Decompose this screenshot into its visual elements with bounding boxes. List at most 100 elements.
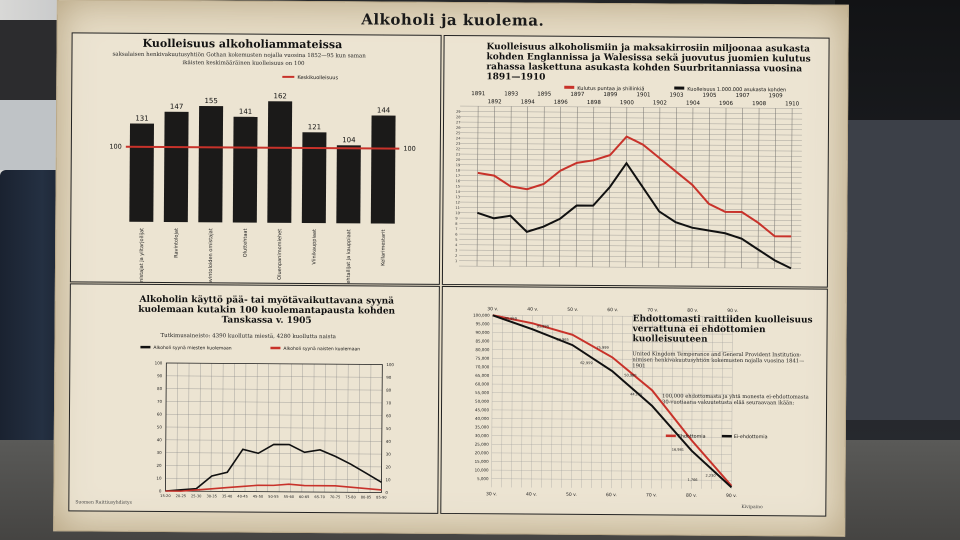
x-tick-11: 70-75 — [330, 495, 340, 499]
y-tick-27: 28 — [456, 115, 460, 119]
year-label-8: 1899 — [603, 92, 618, 98]
data-label-0: 95,959 — [505, 317, 517, 321]
x-tick-top-0: 30 v. — [487, 306, 498, 312]
x-tick-bottom-6: 90 v. — [726, 493, 737, 499]
y-tick-9: 55,000 — [475, 390, 489, 395]
grid-h-0 — [459, 265, 802, 269]
y-tick-16: 17 — [456, 174, 460, 178]
x-tick-10: 65-70 — [314, 495, 325, 499]
y-tick-4: 5 — [455, 238, 457, 242]
year-label-7: 1898 — [587, 100, 602, 106]
grid-h-17 — [491, 461, 732, 464]
bar-7 — [370, 115, 396, 224]
legend-black-label: Kuolleisuus 1.000.000 asukasta kohden — [687, 87, 786, 94]
year-label-6: 1897 — [570, 92, 585, 98]
y-tick-left-5: 50 — [157, 424, 163, 429]
y-tick-6: 70,000 — [475, 364, 489, 369]
legend-red-label: Alkoholi syynä naisten kuolemaan — [283, 346, 360, 353]
legend-average-label: Keskikuolleisuus — [297, 75, 338, 81]
year-label-15: 1906 — [719, 101, 734, 107]
bar-3 — [232, 116, 258, 223]
grid-h-12 — [459, 201, 802, 205]
legend-red-label: Kulutus puntaa ja shillinkiä — [577, 86, 644, 92]
bar-label-5: 121 — [308, 123, 321, 131]
data-label-8: 1,766 — [688, 478, 698, 482]
grid-h-10 — [492, 401, 733, 404]
bar-label-7: 144 — [377, 106, 391, 114]
y-tick-15: 25,000 — [475, 442, 489, 447]
grid-h-4 — [165, 439, 382, 442]
y-tick-28: 29 — [456, 110, 460, 114]
y-tick-10: 50,000 — [475, 399, 489, 404]
series-line-1 — [165, 483, 382, 492]
panel-uk-alcoholism: Kuolleisuus alkoholismiin ja maksakirros… — [441, 34, 830, 288]
y-tick-17: 18 — [456, 169, 460, 173]
category-label-5: Viinikauppiaat — [312, 229, 318, 265]
x-tick-top-2: 50 v. — [567, 307, 578, 313]
year-label-17: 1908 — [752, 101, 767, 107]
year-label-19: 1910 — [785, 101, 800, 107]
grid-h-20 — [459, 159, 802, 162]
legend-red-swatch — [270, 346, 281, 350]
y-tick-8: 60,000 — [475, 381, 489, 386]
grid-h-1 — [459, 260, 802, 264]
grid-h-4 — [492, 349, 733, 352]
y-tick-5: 75,000 — [475, 356, 489, 361]
category-label-1: Ravintolojat — [174, 228, 180, 258]
bar-1 — [163, 111, 189, 223]
y-tick-25: 26 — [456, 126, 460, 130]
x-tick-bottom-1: 40 v. — [526, 492, 537, 498]
panel-denmark: Alkoholin käyttö pää- tai myötävaikuttav… — [68, 283, 440, 514]
x-tick-6: 45-50 — [253, 495, 264, 499]
grid-h-13 — [491, 426, 732, 429]
poster: Alkoholi ja kuolema. Kuolleisuus alkohol… — [53, 0, 849, 537]
x-tick-top-1: 40 v. — [527, 307, 538, 313]
x-tick-7: 50-55 — [268, 495, 278, 499]
category-label-7: Kellarimestarit — [381, 229, 387, 265]
year-label-16: 1907 — [736, 93, 751, 99]
data-label-5: 50,980 — [624, 373, 636, 377]
occupational-bar-chart: 131 Hotellinomistajat ja ylitarjoilijat 14… — [109, 75, 415, 284]
grid-h-14 — [459, 191, 802, 194]
grid-h-16 — [491, 452, 732, 455]
data-label-7: 16,981 — [672, 448, 684, 452]
category-label-0: Hotellinomistajat ja ylitarjoilijat — [139, 228, 146, 284]
year-label-5: 1896 — [554, 100, 569, 106]
grid-h-12 — [491, 418, 732, 421]
y-tick-19: 20 — [456, 158, 460, 162]
panel-abstainers: Ehdottomasti raittiiden kuolleisuus verr… — [440, 285, 828, 517]
data-label-2: 82,965 — [556, 338, 568, 342]
y-tick-23: 24 — [456, 137, 461, 141]
bar-label-2: 155 — [204, 97, 217, 105]
series-line-0 — [165, 443, 382, 492]
y-tick-right-6: 60 — [386, 413, 392, 418]
grid-h-30 — [460, 105, 803, 109]
y-tick-1: 2 — [455, 254, 457, 258]
grid-h-7 — [459, 228, 802, 232]
survival-line-chart: 100,000 95,000 90,000 85,000 80,000 75,000 70,… — [473, 306, 768, 499]
x-tick-5: 40-45 — [237, 495, 247, 499]
x-tick-0: 15-20 — [160, 494, 171, 498]
bar-4 — [267, 101, 293, 223]
y-tick-left-7: 70 — [157, 399, 163, 404]
x-tick-bottom-0: 30 v. — [486, 491, 497, 497]
bar-2 — [198, 105, 224, 223]
y-tick-12: 13 — [455, 195, 459, 199]
grid-h-3 — [165, 452, 382, 455]
category-label-2: Ravintoloiden omistajat — [208, 228, 214, 284]
y-tick-15: 16 — [456, 179, 460, 183]
category-label-3: Oluttehtaat — [243, 229, 249, 258]
x-tick-1: 20-25 — [176, 494, 186, 498]
x-tick-2: 25-30 — [191, 494, 202, 498]
y-tick-16: 20,000 — [475, 450, 489, 455]
category-label-6: Viinitehtailijat ja kauppiaat — [346, 229, 352, 284]
x-tick-top-6: 90 v. — [727, 308, 738, 314]
grid-h-16 — [459, 180, 802, 184]
y-tick-5: 6 — [455, 233, 457, 237]
grid-h-18 — [459, 169, 802, 173]
grid-h-9 — [492, 392, 733, 395]
grid-h-26 — [459, 127, 802, 130]
y-tick-22: 23 — [456, 142, 460, 146]
year-label-4: 1895 — [537, 92, 552, 98]
year-label-11: 1902 — [653, 100, 667, 106]
